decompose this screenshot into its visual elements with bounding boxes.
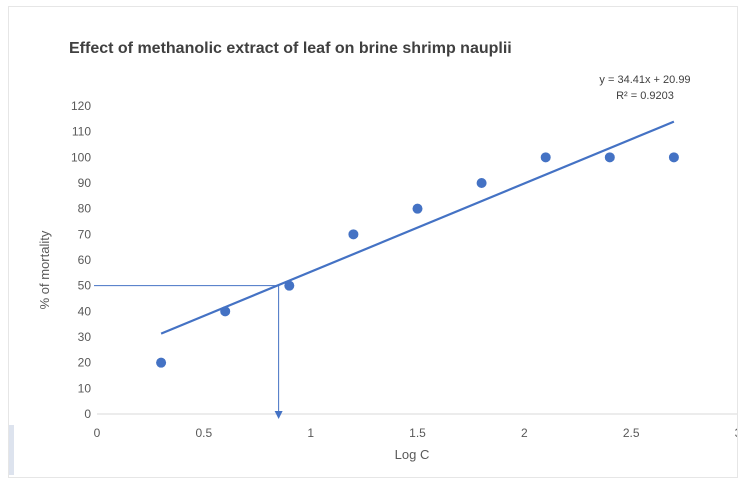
lc50-arrowhead (274, 411, 283, 419)
y-tick-label: 0 (84, 407, 91, 421)
data-point (540, 152, 551, 163)
y-tick-label: 30 (78, 330, 92, 344)
y-axis-label: % of mortality (37, 230, 52, 309)
x-tick-label: 2 (521, 426, 528, 440)
x-tick-label: 0 (94, 426, 101, 440)
chart-frame: Effect of methanolic extract of leaf on … (8, 6, 738, 478)
y-tick-label: 50 (78, 279, 92, 293)
y-tick-label: 80 (78, 202, 92, 216)
x-tick-label: 1.5 (409, 426, 426, 440)
y-tick-label: 90 (78, 176, 92, 190)
trendline (160, 120, 675, 335)
data-point (668, 152, 679, 163)
data-point (412, 203, 423, 214)
y-tick-label: 110 (72, 125, 91, 139)
x-tick-label: 3 (735, 426, 737, 440)
x-axis-label: Log C (395, 447, 430, 462)
data-point (348, 229, 359, 240)
y-tick-label: 40 (78, 304, 92, 318)
x-tick-label: 2.5 (623, 426, 640, 440)
trendline-r2: R² = 0.9203 (616, 90, 674, 102)
chart-title: Effect of methanolic extract of leaf on … (69, 40, 512, 57)
data-point (604, 152, 615, 163)
y-tick-label: 70 (78, 227, 92, 241)
y-tick-label: 120 (71, 99, 91, 113)
y-tick-label: 60 (78, 253, 92, 267)
y-tick-label: 100 (71, 150, 91, 164)
x-tick-label: 0.5 (195, 426, 212, 440)
data-point (476, 178, 487, 188)
y-tick-label: 20 (78, 356, 92, 370)
data-point (220, 306, 231, 317)
y-tick-label: 10 (78, 381, 92, 395)
data-point (156, 357, 167, 368)
x-tick-label: 1 (307, 426, 314, 440)
trendline-equation: y = 34.41x + 20.99 (599, 74, 690, 86)
scatter-chart: Effect of methanolic extract of leaf on … (37, 40, 737, 462)
side-decoration (9, 425, 14, 475)
data-point (284, 280, 295, 291)
